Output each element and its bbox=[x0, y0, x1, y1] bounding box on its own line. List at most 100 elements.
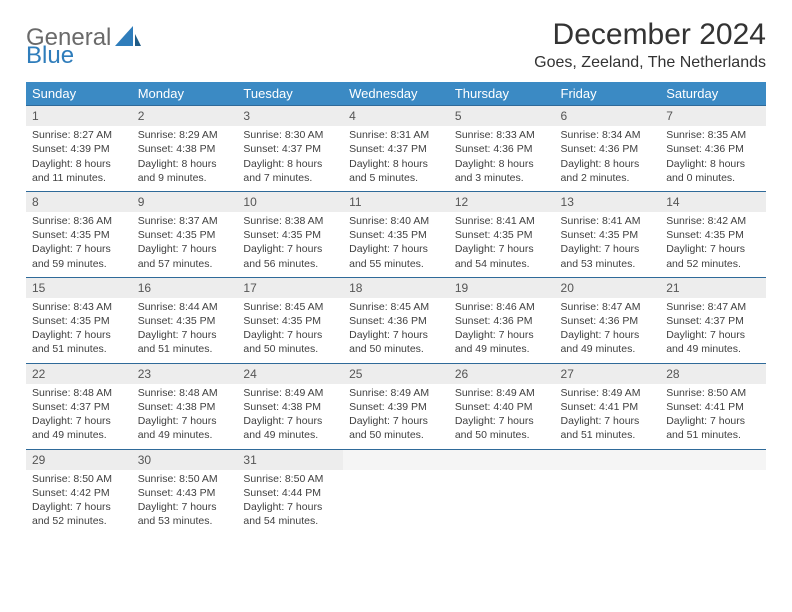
sunset-line: Sunset: 4:35 PM bbox=[243, 314, 337, 328]
sunset-line: Sunset: 4:37 PM bbox=[32, 400, 126, 414]
day-info-cell: Sunrise: 8:43 AMSunset: 4:35 PMDaylight:… bbox=[26, 298, 132, 363]
day-info-cell: Sunrise: 8:35 AMSunset: 4:36 PMDaylight:… bbox=[660, 126, 766, 191]
daylight-line: Daylight: 7 hours and 49 minutes. bbox=[561, 328, 655, 356]
day-info-cell: Sunrise: 8:36 AMSunset: 4:35 PMDaylight:… bbox=[26, 212, 132, 277]
sunrise-line: Sunrise: 8:34 AM bbox=[561, 128, 655, 142]
sunrise-line: Sunrise: 8:50 AM bbox=[666, 386, 760, 400]
location: Goes, Zeeland, The Netherlands bbox=[534, 54, 766, 72]
sunrise-line: Sunrise: 8:48 AM bbox=[32, 386, 126, 400]
sunrise-line: Sunrise: 8:49 AM bbox=[561, 386, 655, 400]
sunset-line: Sunset: 4:35 PM bbox=[666, 228, 760, 242]
sunset-line: Sunset: 4:39 PM bbox=[349, 400, 443, 414]
day-info-cell: Sunrise: 8:49 AMSunset: 4:38 PMDaylight:… bbox=[237, 384, 343, 449]
sunrise-line: Sunrise: 8:40 AM bbox=[349, 214, 443, 228]
sunset-line: Sunset: 4:41 PM bbox=[666, 400, 760, 414]
day-number-cell bbox=[449, 449, 555, 470]
day-number-cell: 21 bbox=[660, 277, 766, 298]
day-number-cell: 23 bbox=[132, 363, 238, 384]
sunset-line: Sunset: 4:39 PM bbox=[32, 142, 126, 156]
logo-sail-icon bbox=[115, 24, 141, 46]
day-info-cell: Sunrise: 8:27 AMSunset: 4:39 PMDaylight:… bbox=[26, 126, 132, 191]
sunset-line: Sunset: 4:43 PM bbox=[138, 486, 232, 500]
daylight-line: Daylight: 7 hours and 50 minutes. bbox=[243, 328, 337, 356]
day-info-cell: Sunrise: 8:47 AMSunset: 4:36 PMDaylight:… bbox=[555, 298, 661, 363]
day-number-cell: 30 bbox=[132, 449, 238, 470]
weekday-header: Thursday bbox=[449, 82, 555, 106]
day-info-cell: Sunrise: 8:48 AMSunset: 4:38 PMDaylight:… bbox=[132, 384, 238, 449]
day-number-cell: 19 bbox=[449, 277, 555, 298]
day-number-cell: 22 bbox=[26, 363, 132, 384]
info-row: Sunrise: 8:27 AMSunset: 4:39 PMDaylight:… bbox=[26, 126, 766, 191]
weekday-header: Sunday bbox=[26, 82, 132, 106]
day-number-cell: 20 bbox=[555, 277, 661, 298]
day-number-cell: 26 bbox=[449, 363, 555, 384]
weekday-header: Wednesday bbox=[343, 82, 449, 106]
daylight-line: Daylight: 7 hours and 56 minutes. bbox=[243, 242, 337, 270]
day-number-cell: 5 bbox=[449, 106, 555, 127]
sunrise-line: Sunrise: 8:45 AM bbox=[243, 300, 337, 314]
day-info-cell: Sunrise: 8:48 AMSunset: 4:37 PMDaylight:… bbox=[26, 384, 132, 449]
sunrise-line: Sunrise: 8:31 AM bbox=[349, 128, 443, 142]
day-info-cell bbox=[660, 470, 766, 535]
sunset-line: Sunset: 4:36 PM bbox=[349, 314, 443, 328]
daylight-line: Daylight: 7 hours and 50 minutes. bbox=[349, 414, 443, 442]
sunset-line: Sunset: 4:37 PM bbox=[666, 314, 760, 328]
sunrise-line: Sunrise: 8:50 AM bbox=[32, 472, 126, 486]
sunset-line: Sunset: 4:35 PM bbox=[32, 314, 126, 328]
sunrise-line: Sunrise: 8:43 AM bbox=[32, 300, 126, 314]
day-number-cell: 4 bbox=[343, 106, 449, 127]
sunset-line: Sunset: 4:35 PM bbox=[243, 228, 337, 242]
day-number-cell: 8 bbox=[26, 191, 132, 212]
daylight-line: Daylight: 8 hours and 0 minutes. bbox=[666, 157, 760, 185]
day-info-cell: Sunrise: 8:42 AMSunset: 4:35 PMDaylight:… bbox=[660, 212, 766, 277]
sunset-line: Sunset: 4:36 PM bbox=[455, 142, 549, 156]
header: General December 2024 Goes, Zeeland, The… bbox=[26, 18, 766, 72]
daynum-row: 891011121314 bbox=[26, 191, 766, 212]
sunrise-line: Sunrise: 8:49 AM bbox=[349, 386, 443, 400]
sunrise-line: Sunrise: 8:36 AM bbox=[32, 214, 126, 228]
day-info-cell: Sunrise: 8:49 AMSunset: 4:41 PMDaylight:… bbox=[555, 384, 661, 449]
sunrise-line: Sunrise: 8:49 AM bbox=[243, 386, 337, 400]
info-row: Sunrise: 8:43 AMSunset: 4:35 PMDaylight:… bbox=[26, 298, 766, 363]
daylight-line: Daylight: 7 hours and 49 minutes. bbox=[666, 328, 760, 356]
day-number-cell: 18 bbox=[343, 277, 449, 298]
day-number-cell bbox=[555, 449, 661, 470]
daylight-line: Daylight: 7 hours and 49 minutes. bbox=[455, 328, 549, 356]
day-info-cell: Sunrise: 8:31 AMSunset: 4:37 PMDaylight:… bbox=[343, 126, 449, 191]
daylight-line: Daylight: 8 hours and 2 minutes. bbox=[561, 157, 655, 185]
weekday-header: Tuesday bbox=[237, 82, 343, 106]
day-info-cell: Sunrise: 8:29 AMSunset: 4:38 PMDaylight:… bbox=[132, 126, 238, 191]
daynum-row: 1234567 bbox=[26, 106, 766, 127]
sunset-line: Sunset: 4:36 PM bbox=[666, 142, 760, 156]
day-number-cell: 3 bbox=[237, 106, 343, 127]
daynum-row: 15161718192021 bbox=[26, 277, 766, 298]
weekday-header-row: Sunday Monday Tuesday Wednesday Thursday… bbox=[26, 82, 766, 106]
weekday-header: Monday bbox=[132, 82, 238, 106]
sunset-line: Sunset: 4:35 PM bbox=[32, 228, 126, 242]
day-number-cell: 27 bbox=[555, 363, 661, 384]
sunset-line: Sunset: 4:35 PM bbox=[455, 228, 549, 242]
day-info-cell: Sunrise: 8:41 AMSunset: 4:35 PMDaylight:… bbox=[555, 212, 661, 277]
sunrise-line: Sunrise: 8:41 AM bbox=[455, 214, 549, 228]
daylight-line: Daylight: 8 hours and 9 minutes. bbox=[138, 157, 232, 185]
sunset-line: Sunset: 4:35 PM bbox=[561, 228, 655, 242]
daylight-line: Daylight: 7 hours and 54 minutes. bbox=[243, 500, 337, 528]
daylight-line: Daylight: 7 hours and 51 minutes. bbox=[32, 328, 126, 356]
sunrise-line: Sunrise: 8:44 AM bbox=[138, 300, 232, 314]
sunset-line: Sunset: 4:36 PM bbox=[561, 142, 655, 156]
daynum-row: 293031 bbox=[26, 449, 766, 470]
day-number-cell: 29 bbox=[26, 449, 132, 470]
sunrise-line: Sunrise: 8:48 AM bbox=[138, 386, 232, 400]
daylight-line: Daylight: 7 hours and 51 minutes. bbox=[666, 414, 760, 442]
day-number-cell: 2 bbox=[132, 106, 238, 127]
daylight-line: Daylight: 8 hours and 5 minutes. bbox=[349, 157, 443, 185]
sunset-line: Sunset: 4:37 PM bbox=[349, 142, 443, 156]
sunset-line: Sunset: 4:41 PM bbox=[561, 400, 655, 414]
day-info-cell bbox=[343, 470, 449, 535]
day-number-cell: 16 bbox=[132, 277, 238, 298]
day-info-cell: Sunrise: 8:49 AMSunset: 4:39 PMDaylight:… bbox=[343, 384, 449, 449]
day-number-cell: 13 bbox=[555, 191, 661, 212]
daylight-line: Daylight: 7 hours and 59 minutes. bbox=[32, 242, 126, 270]
logo-text-blue: Blue bbox=[26, 42, 74, 69]
sunset-line: Sunset: 4:38 PM bbox=[138, 400, 232, 414]
